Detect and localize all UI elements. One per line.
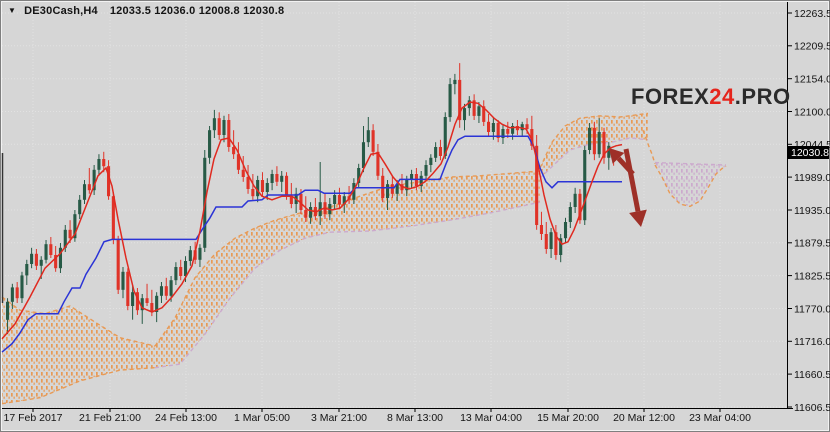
- y-axis-label: 11825.5: [794, 270, 830, 282]
- y-axis-label: 12209.5: [794, 41, 830, 53]
- senkou-span-line: [329, 201, 541, 233]
- symbol-dropdown-icon: ▼: [8, 6, 17, 15]
- senkou-span-line: [654, 161, 727, 166]
- chart-title-bar: ▼ DE30Cash,H4 12033.5 12036.0 12008.8 12…: [8, 4, 284, 18]
- x-axis-label: 24 Feb 13:00: [155, 412, 217, 424]
- symbol-timeframe-label: DE30Cash,H4: [24, 5, 98, 17]
- x-axis-label: 3 Mar 21:00: [311, 412, 367, 424]
- ohlc-values: 12033.5 12036.0 12008.8 12030.8: [109, 5, 285, 17]
- forecast-arrow-head: [609, 148, 625, 164]
- x-axis-label: 17 Feb 2017: [4, 412, 63, 424]
- senkou-span-line: [654, 164, 727, 208]
- logo-part-24: 24: [709, 84, 735, 109]
- ichimoku-cloud-fill: [330, 171, 540, 233]
- forecast-arrow-head: [629, 209, 647, 227]
- senkou-span-line: [154, 206, 331, 347]
- x-axis-label: 21 Feb 21:00: [79, 412, 141, 424]
- candles: [6, 63, 616, 335]
- senkou-span-line: [329, 170, 541, 208]
- y-axis-label: 12263.5: [794, 8, 830, 20]
- x-axis-label: 20 Mar 12:00: [613, 412, 675, 424]
- x-axis-label: 1 Mar 05:00: [234, 412, 290, 424]
- ichimoku-cloud-fill: [2, 297, 155, 404]
- y-axis-label: 11989.0: [794, 172, 830, 184]
- x-axis-label: 8 Mar 13:00: [387, 412, 443, 424]
- ichimoku-cloud-fill: [655, 162, 726, 207]
- senkou-span-line: [1, 367, 156, 405]
- y-axis-label: 11716.0: [794, 336, 830, 348]
- y-axis-label: 11606.5: [794, 402, 830, 414]
- x-axis-label: 13 Mar 04:00: [460, 412, 522, 424]
- y-axis-label: 11770.0: [794, 303, 830, 315]
- senkou-span-line: [1, 296, 156, 347]
- x-axis-label: 23 Mar 04:00: [689, 412, 751, 424]
- ichimoku-cloud-fill: [540, 113, 648, 179]
- x-axis-labels[interactable]: 17 Feb 2017 21 Feb 21:00 24 Feb 13:00 1 Mar…: [4, 408, 752, 424]
- logo-part-forex: FOREX: [631, 84, 710, 109]
- senkou-span-line: [154, 231, 331, 369]
- grid-lines: [2, 2, 787, 408]
- y-axis-label: 11879.5: [794, 238, 830, 250]
- y-axis-labels[interactable]: 12263.512209.512154.012100.012044.511989…: [787, 8, 830, 414]
- y-axis-label: 11660.5: [794, 369, 830, 381]
- senkou-span-line: [642, 129, 656, 165]
- ichimoku-cloud-fill: [155, 207, 330, 368]
- forecast-arrow-shaft: [623, 148, 641, 212]
- y-axis-label: 12100.0: [794, 106, 830, 118]
- current-price-badge: [788, 146, 829, 159]
- tenkan-sen-line: [1, 101, 623, 340]
- kijun-sen-line: [1, 135, 622, 353]
- y-axis-label: 11935.0: [794, 205, 830, 217]
- current-price-badge-text: 12030.8: [791, 147, 829, 159]
- senkou-span-line: [539, 112, 649, 169]
- logo-part-pro: .PRO: [734, 84, 791, 109]
- x-axis-label: 15 Mar 20:00: [537, 412, 599, 424]
- forex24pro-watermark: FOREX24.PRO: [631, 84, 791, 110]
- y-axis-label: 12154.0: [794, 74, 830, 86]
